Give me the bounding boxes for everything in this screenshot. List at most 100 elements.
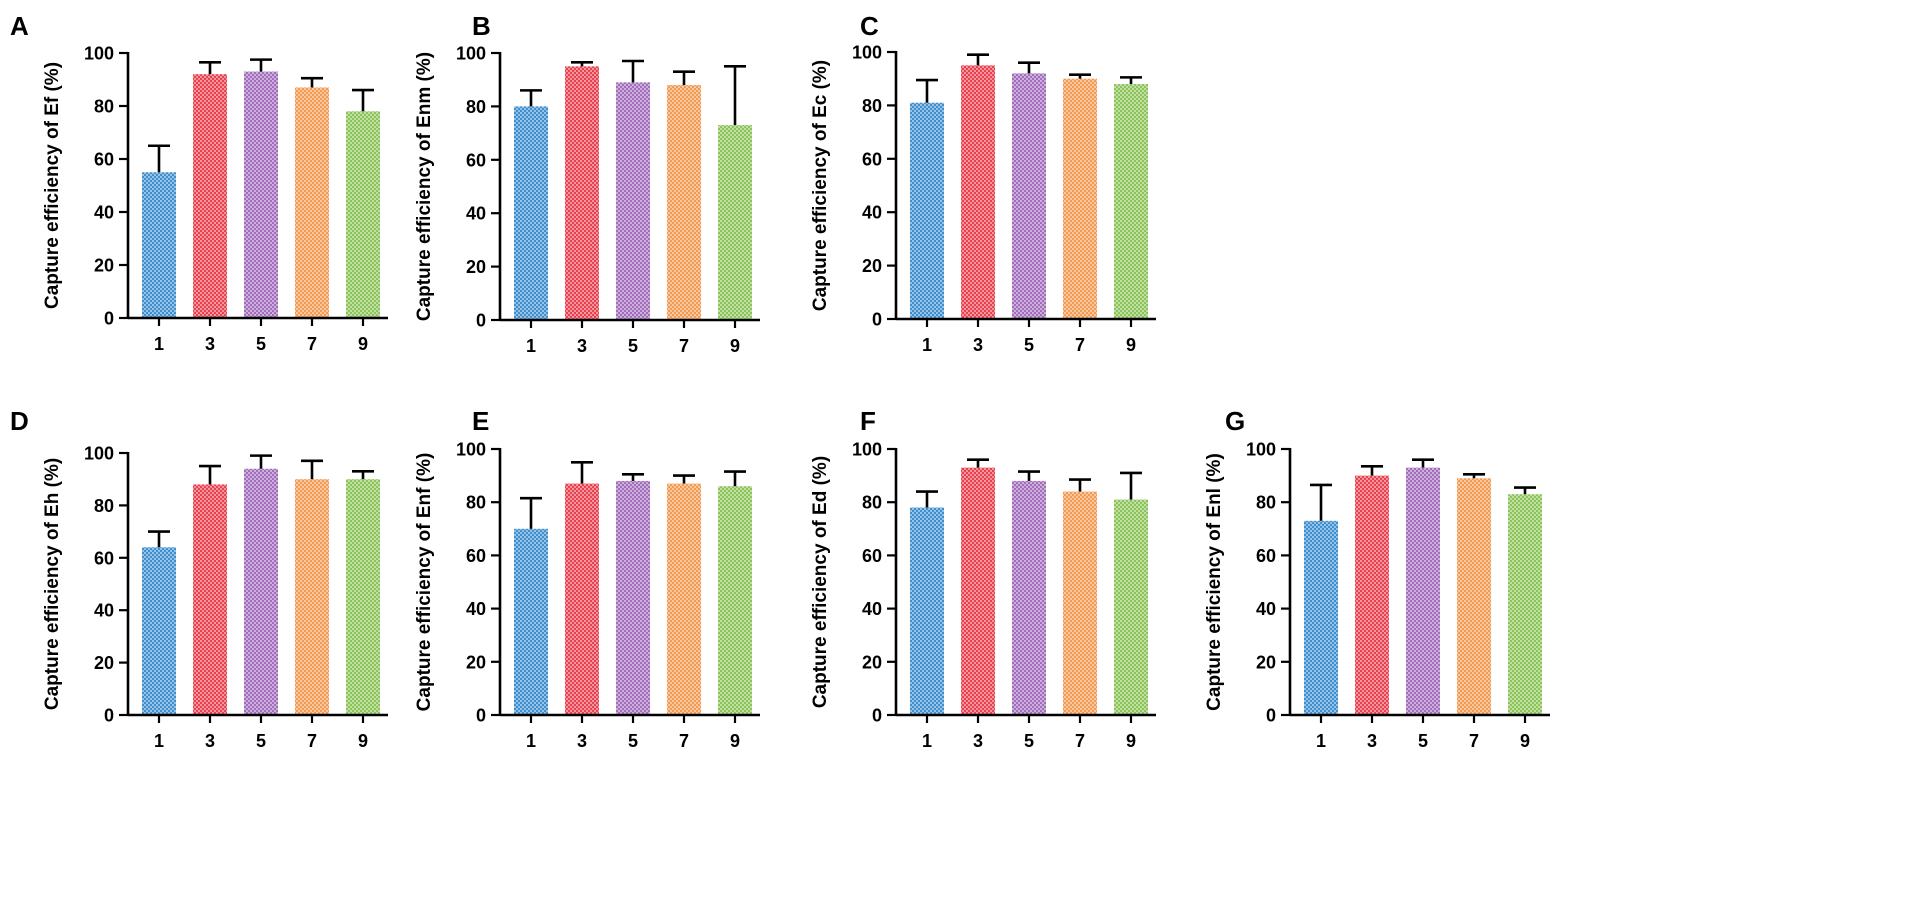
bar-7 — [295, 479, 329, 715]
error-bar-5 — [1018, 470, 1040, 481]
panel-letter: B — [472, 11, 491, 41]
x-tick-label: 1 — [154, 334, 164, 354]
x-tick-label: 3 — [973, 731, 983, 751]
error-bar-3 — [967, 458, 989, 468]
error-bar-5 — [1412, 458, 1434, 468]
y-tick-label: 40 — [862, 203, 882, 223]
bar-5 — [616, 82, 650, 321]
error-bar-9 — [1120, 471, 1142, 500]
x-tick-label: 5 — [256, 334, 266, 354]
x-tick-label: 5 — [256, 731, 266, 751]
bar-1 — [910, 507, 944, 715]
panel-e: E 0 20 40 60 80 100 1 3 5 7 9 Capture efficiency of … — [414, 406, 760, 751]
x-tick-label: 9 — [1126, 731, 1136, 751]
bar-1 — [910, 102, 944, 319]
panel-d: D 0 20 40 60 80 100 1 3 5 7 9 Capture efficiency of … — [10, 406, 388, 751]
x-tick-label: 9 — [730, 731, 740, 751]
error-bar-7 — [1069, 73, 1091, 79]
bar-3 — [565, 66, 599, 320]
y-tick-label: 80 — [466, 97, 486, 117]
y-tick-label: 40 — [466, 204, 486, 224]
panel-a: A 0 20 40 60 80 100 1 3 5 7 9 Capture efficiency of … — [10, 11, 388, 354]
x-tick-label: 9 — [1520, 731, 1530, 751]
bar-5 — [1406, 467, 1440, 715]
y-tick-label: 40 — [1256, 599, 1276, 619]
y-tick-label: 40 — [466, 599, 486, 619]
panel-c: C 0 20 40 60 80 100 1 3 5 7 9 Capture efficiency of … — [810, 11, 1156, 355]
bar-5 — [244, 71, 278, 318]
y-tick-label: 0 — [104, 706, 114, 726]
error-bar-3 — [967, 53, 989, 66]
bar-3 — [193, 74, 227, 318]
y-tick-label: 40 — [94, 601, 114, 621]
y-tick-label: 80 — [862, 96, 882, 116]
x-tick-label: 3 — [205, 334, 215, 354]
bar-7 — [667, 483, 701, 715]
y-tick-label: 100 — [456, 440, 486, 460]
y-axis-label: Capture efficiency of Enl (%) — [1204, 453, 1225, 711]
y-tick-label: 100 — [84, 44, 114, 64]
y-tick-label: 60 — [862, 546, 882, 566]
x-tick-label: 1 — [526, 336, 536, 356]
bar-3 — [961, 65, 995, 319]
error-bar-1 — [916, 490, 938, 508]
bar-1 — [142, 547, 176, 715]
bar-1 — [514, 106, 548, 321]
bar-9 — [718, 125, 752, 320]
error-bar-7 — [673, 70, 695, 86]
x-tick-label: 5 — [1024, 731, 1034, 751]
x-tick-label: 7 — [1469, 731, 1479, 751]
y-axis-label: Capture efficiency of Ef (%) — [42, 62, 63, 309]
y-axis-label: Capture efficiency of Enm (%) — [414, 52, 435, 321]
y-tick-label: 40 — [862, 599, 882, 619]
x-tick-label: 3 — [577, 336, 587, 356]
y-tick-label: 100 — [456, 44, 486, 64]
bar-5 — [244, 468, 278, 715]
y-tick-label: 0 — [476, 311, 486, 331]
y-axis-label: Capture efficiency of Eh (%) — [42, 458, 63, 710]
bar-5 — [616, 480, 650, 715]
panel-letter: G — [1225, 406, 1245, 436]
x-tick-label: 7 — [679, 731, 689, 751]
bar-1 — [514, 528, 548, 715]
bar-5 — [1012, 480, 1046, 715]
bar-9 — [346, 479, 380, 715]
x-tick-label: 9 — [358, 731, 368, 751]
y-tick-label: 60 — [1256, 546, 1276, 566]
error-bar-3 — [571, 61, 593, 67]
x-tick-label: 5 — [628, 731, 638, 751]
bar-7 — [1457, 478, 1491, 715]
y-tick-label: 80 — [466, 493, 486, 513]
panel-letter: A — [10, 11, 29, 41]
y-tick-label: 0 — [872, 310, 882, 330]
y-tick-label: 60 — [862, 149, 882, 169]
error-bar-1 — [520, 496, 542, 529]
error-bar-1 — [1310, 483, 1332, 521]
panel-g: G 0 20 40 60 80 100 1 3 5 7 9 Capture efficiency of … — [1204, 406, 1550, 751]
x-tick-label: 5 — [628, 336, 638, 356]
bar-5 — [1012, 73, 1046, 319]
y-tick-label: 0 — [104, 309, 114, 329]
panel-letter: D — [10, 406, 29, 436]
error-bar-5 — [250, 58, 272, 72]
panel-letter: F — [860, 406, 876, 436]
x-tick-label: 3 — [1367, 731, 1377, 751]
x-tick-label: 1 — [922, 731, 932, 751]
error-bar-5 — [1018, 61, 1040, 74]
y-tick-label: 100 — [84, 444, 114, 464]
x-tick-label: 1 — [1316, 731, 1326, 751]
y-tick-label: 0 — [1266, 706, 1276, 726]
bar-7 — [1063, 78, 1097, 319]
y-tick-label: 20 — [1256, 652, 1276, 672]
error-bar-5 — [250, 454, 272, 469]
error-bar-9 — [352, 88, 374, 112]
y-tick-label: 20 — [466, 257, 486, 277]
x-tick-label: 7 — [307, 334, 317, 354]
x-tick-label: 9 — [1126, 335, 1136, 355]
x-tick-label: 7 — [307, 731, 317, 751]
bar-3 — [1355, 475, 1389, 715]
y-tick-label: 0 — [476, 706, 486, 726]
x-tick-label: 3 — [973, 335, 983, 355]
x-tick-label: 9 — [730, 336, 740, 356]
